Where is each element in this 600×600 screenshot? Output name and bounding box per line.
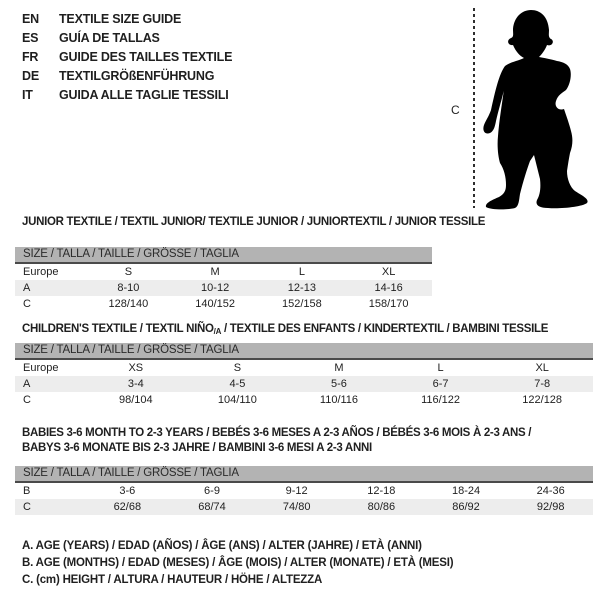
age-cell: 6-7: [432, 378, 449, 390]
language-row: DE TEXTILGRÖßENFÜHRUNG: [22, 67, 232, 86]
months-cell: 12-18: [367, 485, 396, 497]
height-cell: 152/158: [281, 298, 322, 310]
table-row-europe: Europe S M L XL: [15, 264, 432, 280]
section-title-babies: BABIES 3-6 MONTH TO 2-3 YEARS / BEBÉS 3-…: [22, 426, 532, 456]
height-cell: 86/92: [452, 501, 480, 513]
row-label: Europe: [23, 362, 59, 374]
row-label: C: [23, 298, 31, 310]
height-cell: 140/152: [195, 298, 235, 310]
age-cell: 8-10: [117, 282, 140, 294]
table-row-months: B 3-6 6-9 9-12 12-18 18-24 24-36: [15, 483, 593, 499]
table-row-height: C 128/140 140/152 152/158 158/170: [15, 296, 432, 312]
height-cell: 74/80: [282, 501, 311, 513]
table-header-size: SIZE / TALLA / TAILLE / GRÖSSE / TAGLIA: [15, 247, 432, 264]
table-header-size: SIZE / TALLA / TAILLE / GRÖSSE / TAGLIA: [15, 343, 593, 360]
guide-title: GUIDA ALLE TAGLIE TESSILI: [59, 88, 229, 102]
babies-title-line1: BABIES 3-6 MONTH TO 2-3 YEARS / BEBÉS 3-…: [22, 427, 532, 439]
baby-silhouette-icon: [483, 10, 588, 210]
babies-title-line2: BABYS 3-6 MONATE BIS 2-3 JAHRE / BAMBINI…: [22, 442, 372, 454]
months-cell: 3-6: [119, 485, 136, 497]
age-cell: 10-12: [201, 282, 230, 294]
size-cell: S: [233, 362, 242, 374]
height-cell: 122/128: [522, 394, 563, 406]
size-cell: S: [124, 266, 133, 278]
children-size-table: SIZE / TALLA / TAILLE / GRÖSSE / TAGLIA …: [15, 343, 593, 408]
height-cell: 116/122: [421, 394, 461, 406]
age-cell: 4-5: [229, 378, 246, 390]
height-cell: 104/110: [217, 394, 257, 406]
age-cell: 14-16: [374, 282, 403, 294]
size-cell: M: [334, 362, 344, 374]
guide-title: TEXTILGRÖßENFÜHRUNG: [59, 69, 215, 83]
row-label: C: [23, 501, 31, 513]
language-title-list: EN TEXTILE SIZE GUIDE ES GUÍA DE TALLAS …: [22, 10, 232, 105]
age-cell: 7-8: [534, 378, 551, 390]
table-row-height: C 98/104 104/110 110/116 116/122 122/128: [15, 392, 593, 408]
size-cell: XL: [535, 362, 549, 374]
table-row-height: C 62/68 68/74 74/80 80/86 86/92 92/98: [15, 499, 593, 515]
size-cell: M: [210, 266, 220, 278]
age-cell: 12-13: [287, 282, 316, 294]
size-cell: L: [437, 362, 444, 374]
guide-title: GUÍA DE TALLAS: [59, 31, 160, 45]
children-title-part2: / TEXTILE DES ENFANTS / KINDERTEXTIL / B…: [221, 323, 549, 335]
table-row-age: A 3-4 4-5 5-6 6-7 7-8: [15, 376, 593, 392]
language-code: IT: [22, 88, 33, 102]
language-code: DE: [22, 69, 39, 83]
height-label: C: [451, 103, 460, 117]
legend-age-months: B. AGE (MONTHS) / EDAD (MESES) / ÂGE (MO…: [22, 557, 454, 569]
size-cell: L: [298, 266, 305, 278]
row-label: B: [23, 485, 31, 497]
language-row: EN TEXTILE SIZE GUIDE: [22, 10, 232, 29]
table-header-size: SIZE / TALLA / TAILLE / GRÖSSE / TAGLIA: [15, 466, 593, 483]
months-cell: 9-12: [285, 485, 308, 497]
row-label: A: [23, 282, 31, 294]
legend: A. AGE (YEARS) / EDAD (AÑOS) / ÂGE (ANS)…: [22, 538, 454, 589]
section-title-children: CHILDREN'S TEXTILE / TEXTIL NIÑO/A / TEX…: [22, 322, 548, 339]
size-cell: XS: [128, 362, 144, 374]
babies-size-table: SIZE / TALLA / TAILLE / GRÖSSE / TAGLIA …: [15, 466, 593, 515]
children-title-part1: CHILDREN'S TEXTILE / TEXTIL NIÑO: [22, 323, 214, 335]
language-code: FR: [22, 50, 39, 64]
language-row: FR GUIDE DES TAILLES TEXTILE: [22, 48, 232, 67]
language-row: IT GUIDA ALLE TAGLIE TESSILI: [22, 86, 232, 105]
junior-size-table: SIZE / TALLA / TAILLE / GRÖSSE / TAGLIA …: [15, 247, 432, 312]
height-cell: 128/140: [108, 298, 149, 310]
table-row-europe: Europe XS S M L XL: [15, 360, 593, 376]
legend-height-cm: C. (cm) HEIGHT / ALTURA / HAUTEUR / HÖHE…: [22, 574, 323, 586]
age-cell: 5-6: [331, 378, 347, 390]
row-label: C: [23, 394, 31, 406]
height-cell: 158/170: [368, 298, 409, 310]
age-cell: 3-4: [127, 378, 144, 390]
height-measure-line: [473, 8, 475, 208]
height-cell: 98/104: [118, 394, 153, 406]
height-cell: 80/86: [367, 501, 396, 513]
guide-title: GUIDE DES TAILLES TEXTILE: [59, 50, 233, 64]
language-code: ES: [22, 31, 39, 45]
height-cell: 92/98: [536, 501, 565, 513]
height-cell: 110/116: [319, 394, 359, 406]
children-title-sub: /A: [213, 327, 222, 336]
section-title-junior: JUNIOR TEXTILE / TEXTIL JUNIOR/ TEXTILE …: [22, 216, 486, 228]
language-row: ES GUÍA DE TALLAS: [22, 29, 232, 48]
language-code: EN: [22, 12, 39, 26]
row-label: Europe: [23, 266, 59, 278]
months-cell: 18-24: [451, 485, 481, 497]
height-cell: 62/68: [113, 501, 142, 513]
legend-age-years: A. AGE (YEARS) / EDAD (AÑOS) / ÂGE (ANS)…: [22, 540, 422, 552]
months-cell: 24-36: [536, 485, 565, 497]
guide-title: TEXTILE SIZE GUIDE: [59, 12, 182, 26]
row-label: A: [23, 378, 31, 390]
size-cell: XL: [381, 266, 396, 278]
months-cell: 6-9: [204, 485, 220, 497]
height-cell: 68/74: [198, 501, 226, 513]
table-row-age: A 8-10 10-12 12-13 14-16: [15, 280, 432, 296]
